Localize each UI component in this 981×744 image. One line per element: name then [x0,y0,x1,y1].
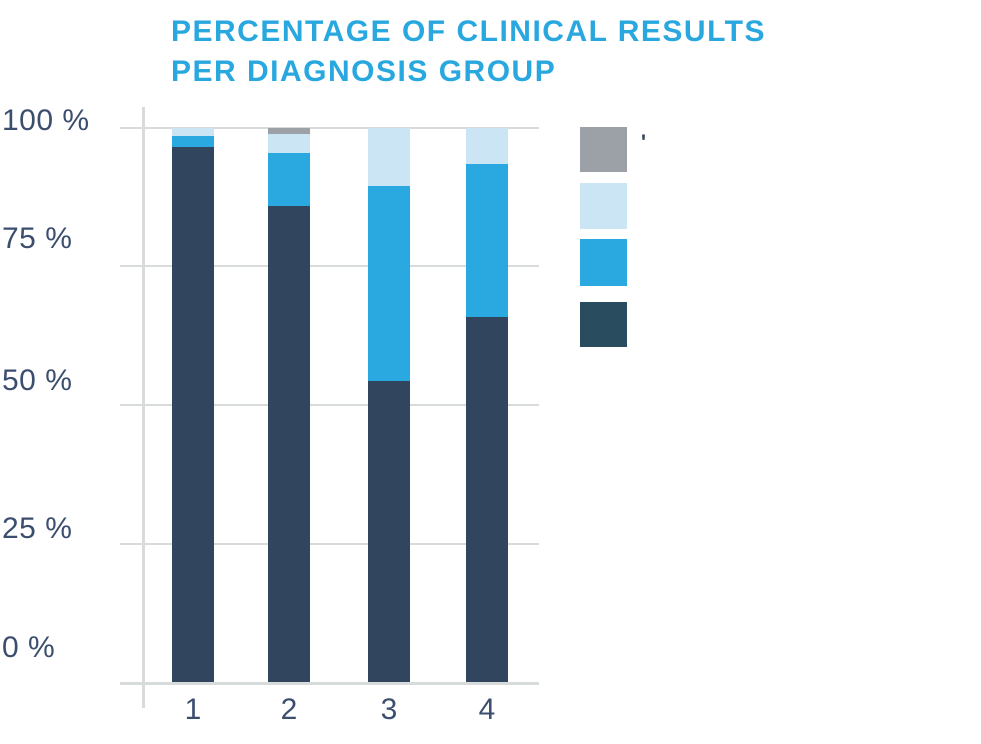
gridline-100 [120,127,539,129]
y-axis-line [142,107,145,708]
bar-segment-light-blue [368,127,410,187]
bar-group-2 [268,128,310,683]
legend-swatch-light-blue [580,183,627,229]
legend-swatch-gray [580,127,627,172]
chart-title: PERCENTAGE OF CLINICAL RESULTS PER DIAGN… [171,12,851,92]
bar-segment-dark-navy [268,205,310,683]
y-axis-label-50: 50 % [2,364,73,397]
bar-segment-medium-blue [368,186,410,381]
bar-segment-medium-blue [466,164,508,317]
bar-segment-light-blue [466,128,508,165]
y-axis-label-75: 75 % [2,222,73,255]
bar-segment-dark-navy [466,316,508,683]
legend-label-remnant: ' [641,131,646,154]
bar-segment-light-blue [172,128,214,137]
legend-swatch-medium-blue [580,239,627,286]
x-axis-label-4: 4 [478,693,496,726]
gridline-50 [120,404,539,406]
x-axis-label-2: 2 [280,693,298,726]
bar-segment-gray [268,128,310,134]
x-axis-line [120,682,539,685]
bar-segment-dark-navy [368,380,410,683]
y-axis-label-100: 100 % [2,104,90,137]
x-axis-label-1: 1 [184,693,202,726]
bar-group-1 [172,128,214,683]
chart-title-line2: PER DIAGNOSIS GROUP [171,55,557,88]
y-axis-label-0: 0 % [2,631,56,664]
gridline-75 [120,265,539,267]
y-axis-label-25: 25 % [2,512,73,545]
bar-group-4 [466,128,508,683]
chart-title-line1: PERCENTAGE OF CLINICAL RESULTS [171,15,767,48]
legend-swatch-dark-navy [580,302,627,347]
x-axis-label-3: 3 [380,693,398,726]
gridline-25 [120,543,539,545]
bar-segment-medium-blue [172,136,214,148]
bar-segment-light-blue [268,133,310,154]
bar-segment-medium-blue [268,153,310,206]
bar-segment-dark-navy [172,147,214,683]
bar-group-3 [368,127,410,683]
